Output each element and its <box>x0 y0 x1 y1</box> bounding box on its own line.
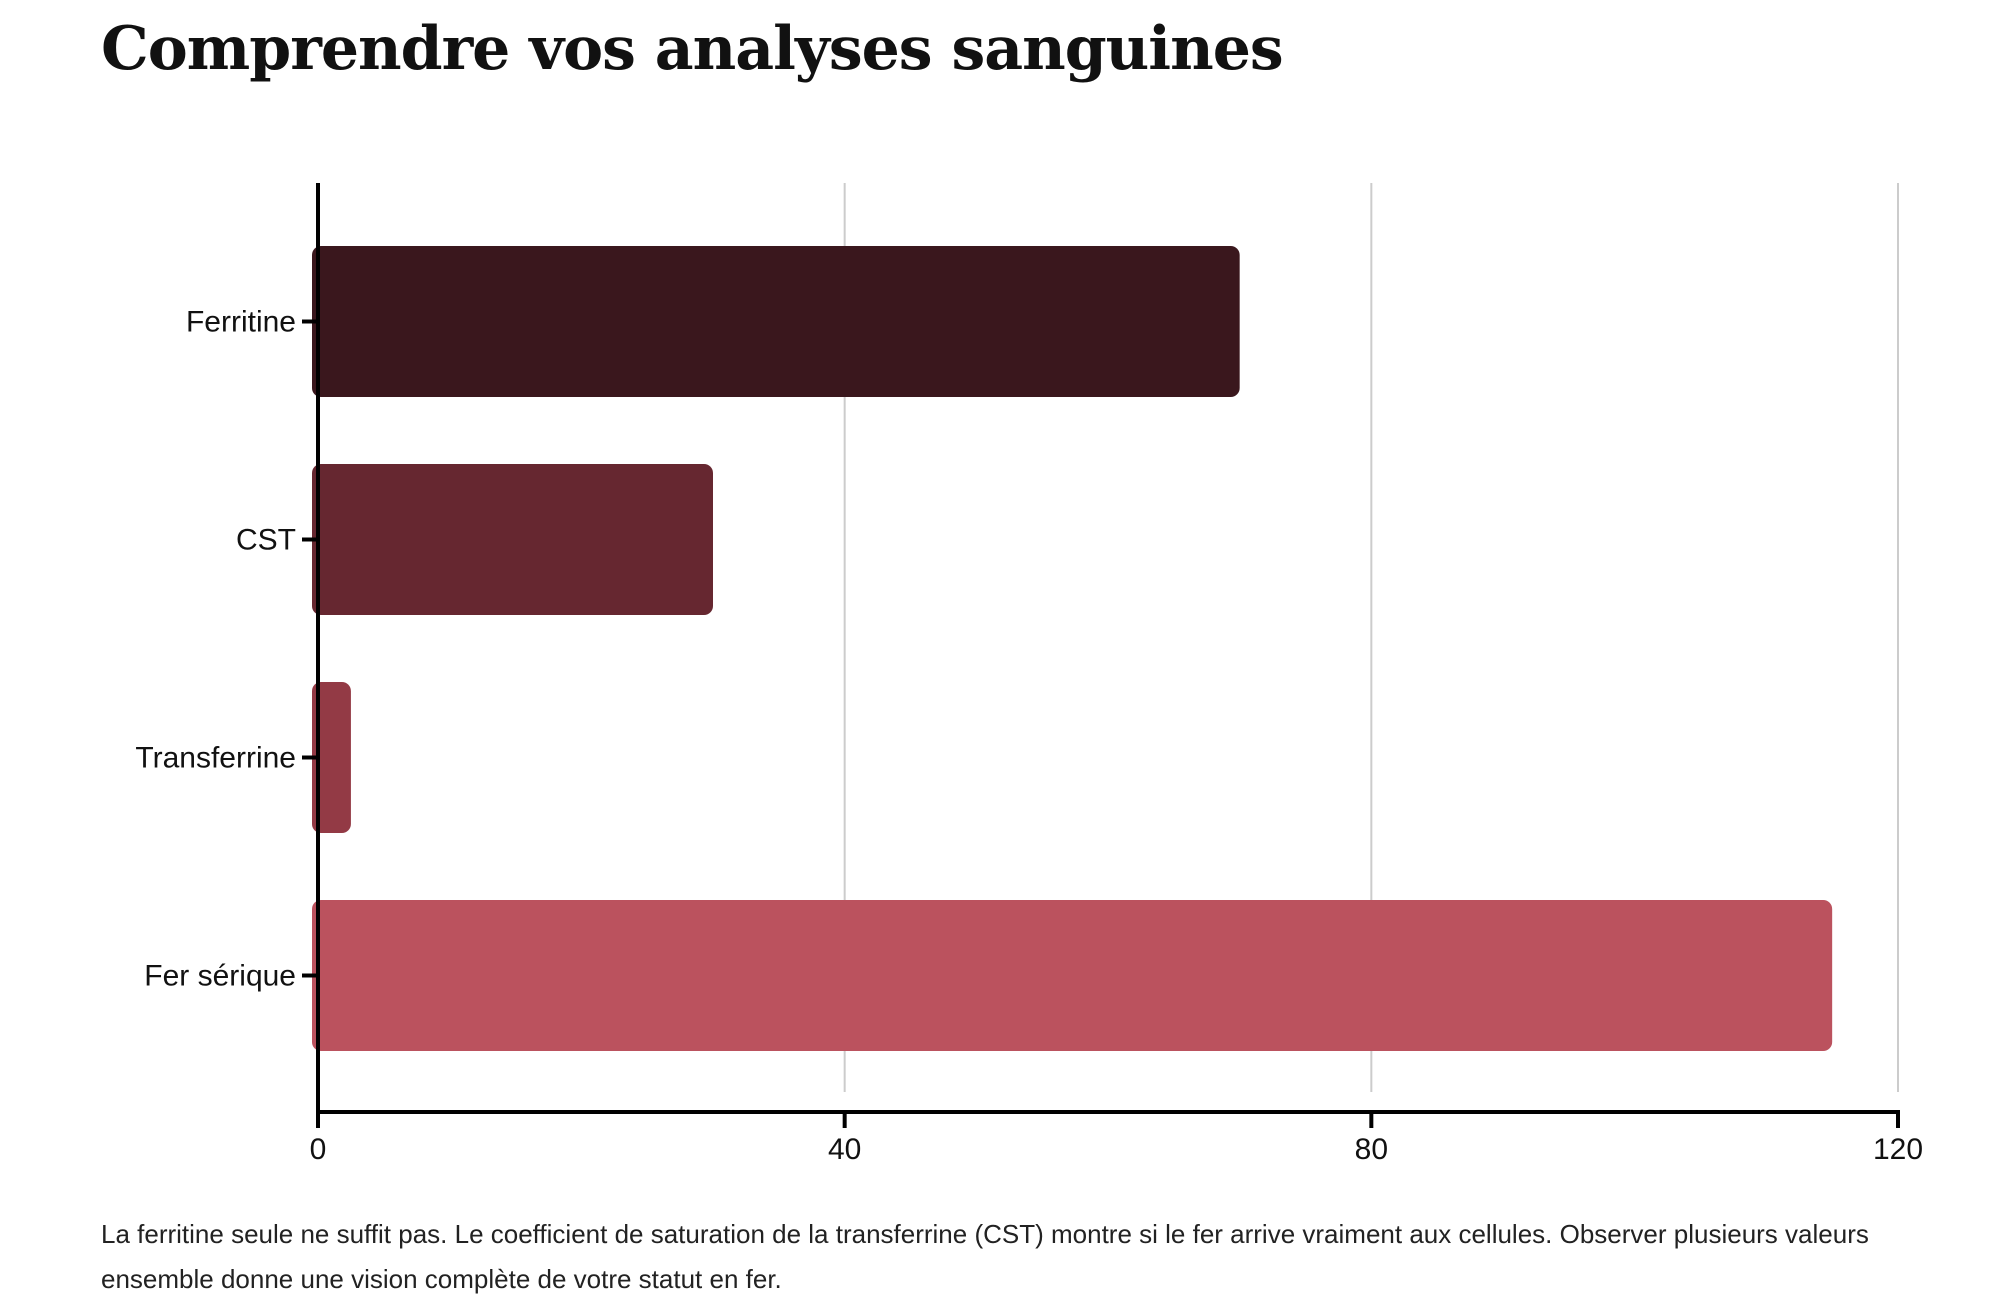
chart-caption: La ferritine seule ne suffit pas. Le coe… <box>101 1219 1869 1294</box>
bar-cst <box>312 464 713 615</box>
bar-fer-s-rique <box>312 900 1833 1051</box>
bar-transferrine <box>312 682 351 833</box>
x-tick-label: 120 <box>1873 1133 1923 1166</box>
x-tick-label: 80 <box>1355 1133 1388 1166</box>
y-tick-label: CST <box>236 524 296 557</box>
x-tick-label: 40 <box>828 1133 861 1166</box>
y-tick-label: Ferritine <box>186 306 296 339</box>
bar-ferritine <box>312 246 1240 397</box>
y-tick-label: Fer sérique <box>144 960 296 993</box>
chart-title: Comprendre vos analyses sanguines <box>101 14 1284 84</box>
x-tick-label: 0 <box>310 1133 327 1166</box>
y-tick-label: Transferrine <box>135 742 296 775</box>
